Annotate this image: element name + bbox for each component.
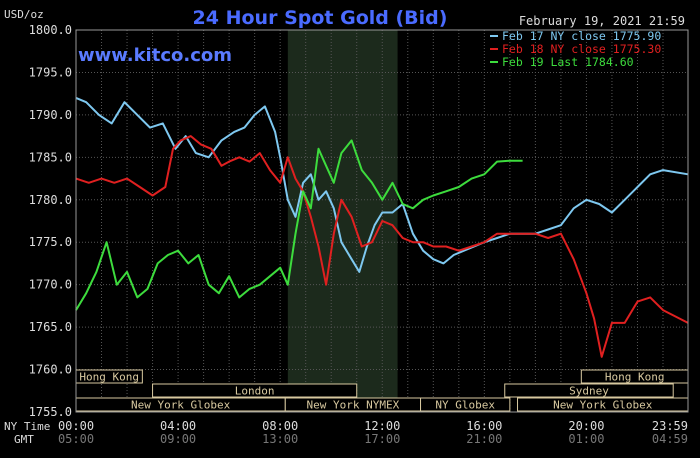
plot-border <box>75 29 689 413</box>
nymex-session-shade <box>287 30 398 412</box>
grid-lines <box>76 29 688 413</box>
x-tick-label-gmt: 13:00 <box>262 432 298 446</box>
session-label: Sydney <box>569 385 609 398</box>
series-line <box>75 96 689 273</box>
x-tick-label-ny: 12:00 <box>364 419 400 433</box>
x-tick-label-gmt: 04:59 <box>652 432 688 446</box>
session-box <box>504 383 674 398</box>
session-label: New York NYMEX <box>307 399 400 412</box>
chart-datetime: February 19, 2021 21:59 <box>519 14 685 28</box>
price-series <box>75 96 689 358</box>
series-line <box>75 135 689 358</box>
x-tick-label-ny: 23:59 <box>652 419 688 433</box>
chart-title: 24 Hour Spot Gold (Bid) <box>193 7 448 29</box>
watermark-text: www.kitco.com <box>78 45 232 66</box>
series-line <box>75 139 523 311</box>
legend-entry: Feb 17 NY close 1775.90 <box>502 29 661 43</box>
x-tick-label-ny: 16:00 <box>466 419 502 433</box>
x-tick-label-ny: 04:00 <box>160 419 196 433</box>
legend-entry: Feb 19 Last 1784.60 <box>502 55 634 69</box>
y-tick-label: 1755.0 <box>29 405 72 419</box>
ny-time-label: NY Time <box>4 420 50 433</box>
session-label: NY Globex <box>435 399 495 412</box>
y-tick-label: 1800.0 <box>29 23 72 37</box>
x-tick-label-ny: 08:00 <box>262 419 298 433</box>
legend-entry: Feb 18 NY close 1775.30 <box>502 42 661 56</box>
gmt-label: GMT <box>14 433 34 446</box>
session-box <box>152 383 358 398</box>
x-tick-label-ny: 20:00 <box>568 419 604 433</box>
y-axis-label: USD/oz <box>4 8 44 21</box>
session-label: Hong Kong <box>79 371 139 384</box>
y-tick-label: 1790.0 <box>29 108 72 122</box>
y-tick-label: 1760.0 <box>29 363 72 377</box>
y-tick-label: 1775.0 <box>29 235 72 249</box>
x-tick-label-gmt: 21:00 <box>466 432 502 446</box>
x-tick-label-gmt: 01:00 <box>568 432 604 446</box>
session-label: Hong Kong <box>605 371 665 384</box>
x-tick-label-gmt: 17:00 <box>364 432 400 446</box>
y-tick-label: 1785.0 <box>29 150 72 164</box>
x-tick-label-ny: 00:00 <box>58 419 94 433</box>
session-label: London <box>235 385 275 398</box>
x-tick-label-gmt: 05:00 <box>58 432 94 446</box>
y-axis-ticks: 1800.0 1795.0 1790.0 1785.0 1780.0 1775.0 1770… <box>29 23 72 419</box>
session-label: New York Globex <box>131 399 231 412</box>
y-tick-label: 1780.0 <box>29 193 72 207</box>
x-tick-label-gmt: 09:00 <box>160 432 196 446</box>
y-tick-label: 1765.0 <box>29 320 72 334</box>
y-tick-label: 1795.0 <box>29 65 72 79</box>
session-box <box>420 397 511 412</box>
y-tick-label: 1770.0 <box>29 278 72 292</box>
session-label: New York Globex <box>553 399 653 412</box>
